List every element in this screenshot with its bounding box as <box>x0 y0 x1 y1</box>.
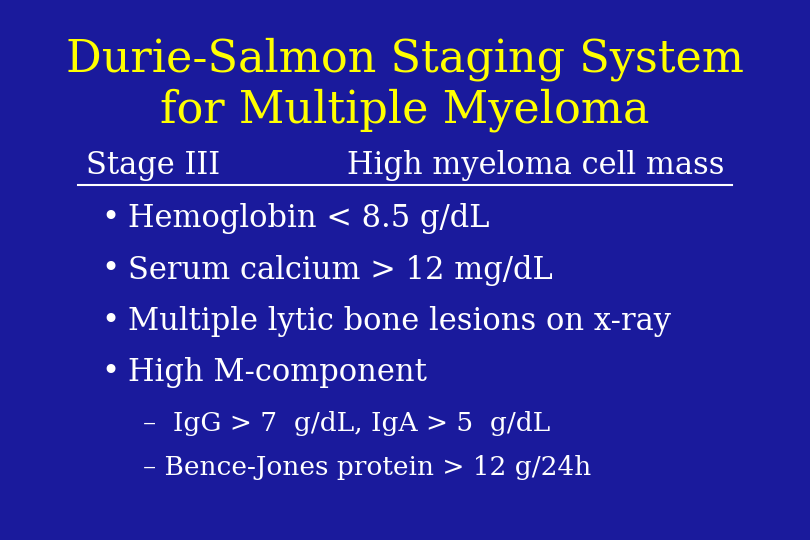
Text: –  IgG > 7  g/dL, IgA > 5  g/dL: – IgG > 7 g/dL, IgA > 5 g/dL <box>143 411 550 436</box>
Text: Serum calcium > 12 mg/dL: Serum calcium > 12 mg/dL <box>128 254 552 286</box>
Text: Stage III: Stage III <box>86 150 220 181</box>
Text: •: • <box>101 203 119 234</box>
Text: •: • <box>101 254 119 286</box>
Text: Multiple lytic bone lesions on x-ray: Multiple lytic bone lesions on x-ray <box>128 306 671 337</box>
Text: •: • <box>101 306 119 337</box>
Text: Hemoglobin < 8.5 g/dL: Hemoglobin < 8.5 g/dL <box>128 203 489 234</box>
Text: – Bence-Jones protein > 12 g/24h: – Bence-Jones protein > 12 g/24h <box>143 455 591 480</box>
Text: High myeloma cell mass: High myeloma cell mass <box>347 150 724 181</box>
Text: •: • <box>101 357 119 388</box>
Text: High M-component: High M-component <box>128 357 427 388</box>
Text: Durie-Salmon Staging System
for Multiple Myeloma: Durie-Salmon Staging System for Multiple… <box>66 38 744 132</box>
